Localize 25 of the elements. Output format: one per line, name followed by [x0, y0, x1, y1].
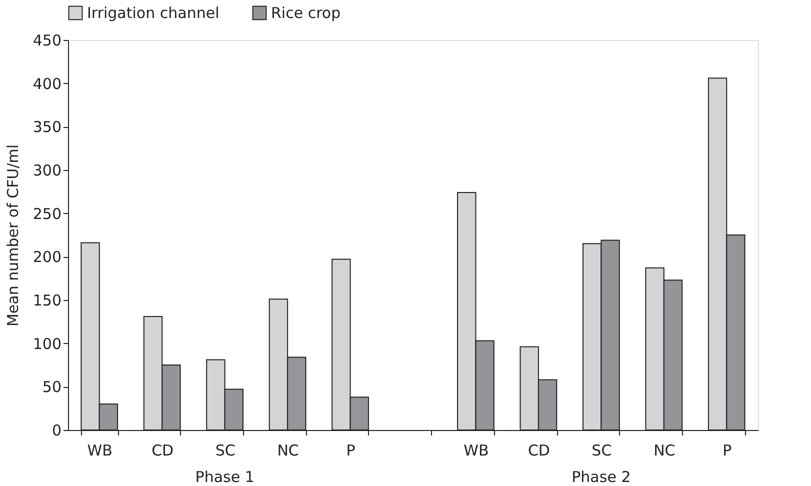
x-tick-label: SC: [215, 442, 236, 460]
legend-label: Rice crop: [271, 4, 341, 22]
y-tick-label: 350: [32, 118, 62, 136]
y-tick-label: 200: [32, 248, 62, 266]
y-tick-label: 250: [32, 204, 62, 223]
y-tick-label: 400: [32, 74, 62, 93]
y-tick-label: 0: [52, 422, 62, 440]
x-tick-label: WB: [464, 442, 489, 460]
y-axis-title: Mean number of CFU/ml: [4, 144, 22, 327]
x-tick-label: NC: [654, 442, 676, 460]
text: Phase 1: [195, 468, 254, 486]
y-tick-label: 150: [32, 292, 62, 310]
y-tick-label: 450: [32, 32, 62, 50]
x-tick-label: P: [722, 442, 732, 460]
legend-label: Irrigation channel: [87, 4, 220, 22]
y-tick-label: 50: [42, 378, 62, 396]
text: Phase 2: [572, 468, 631, 486]
x-tick-label: CD: [152, 442, 174, 460]
x-tick-label: P: [346, 442, 356, 460]
x-tick-label: CD: [528, 442, 550, 460]
x-tick-label: WB: [87, 442, 112, 460]
x-tick-label: SC: [592, 442, 612, 460]
x-tick-label: NC: [277, 442, 299, 460]
y-tick-label: 300: [32, 162, 62, 180]
y-tick-label: 100: [32, 334, 62, 353]
